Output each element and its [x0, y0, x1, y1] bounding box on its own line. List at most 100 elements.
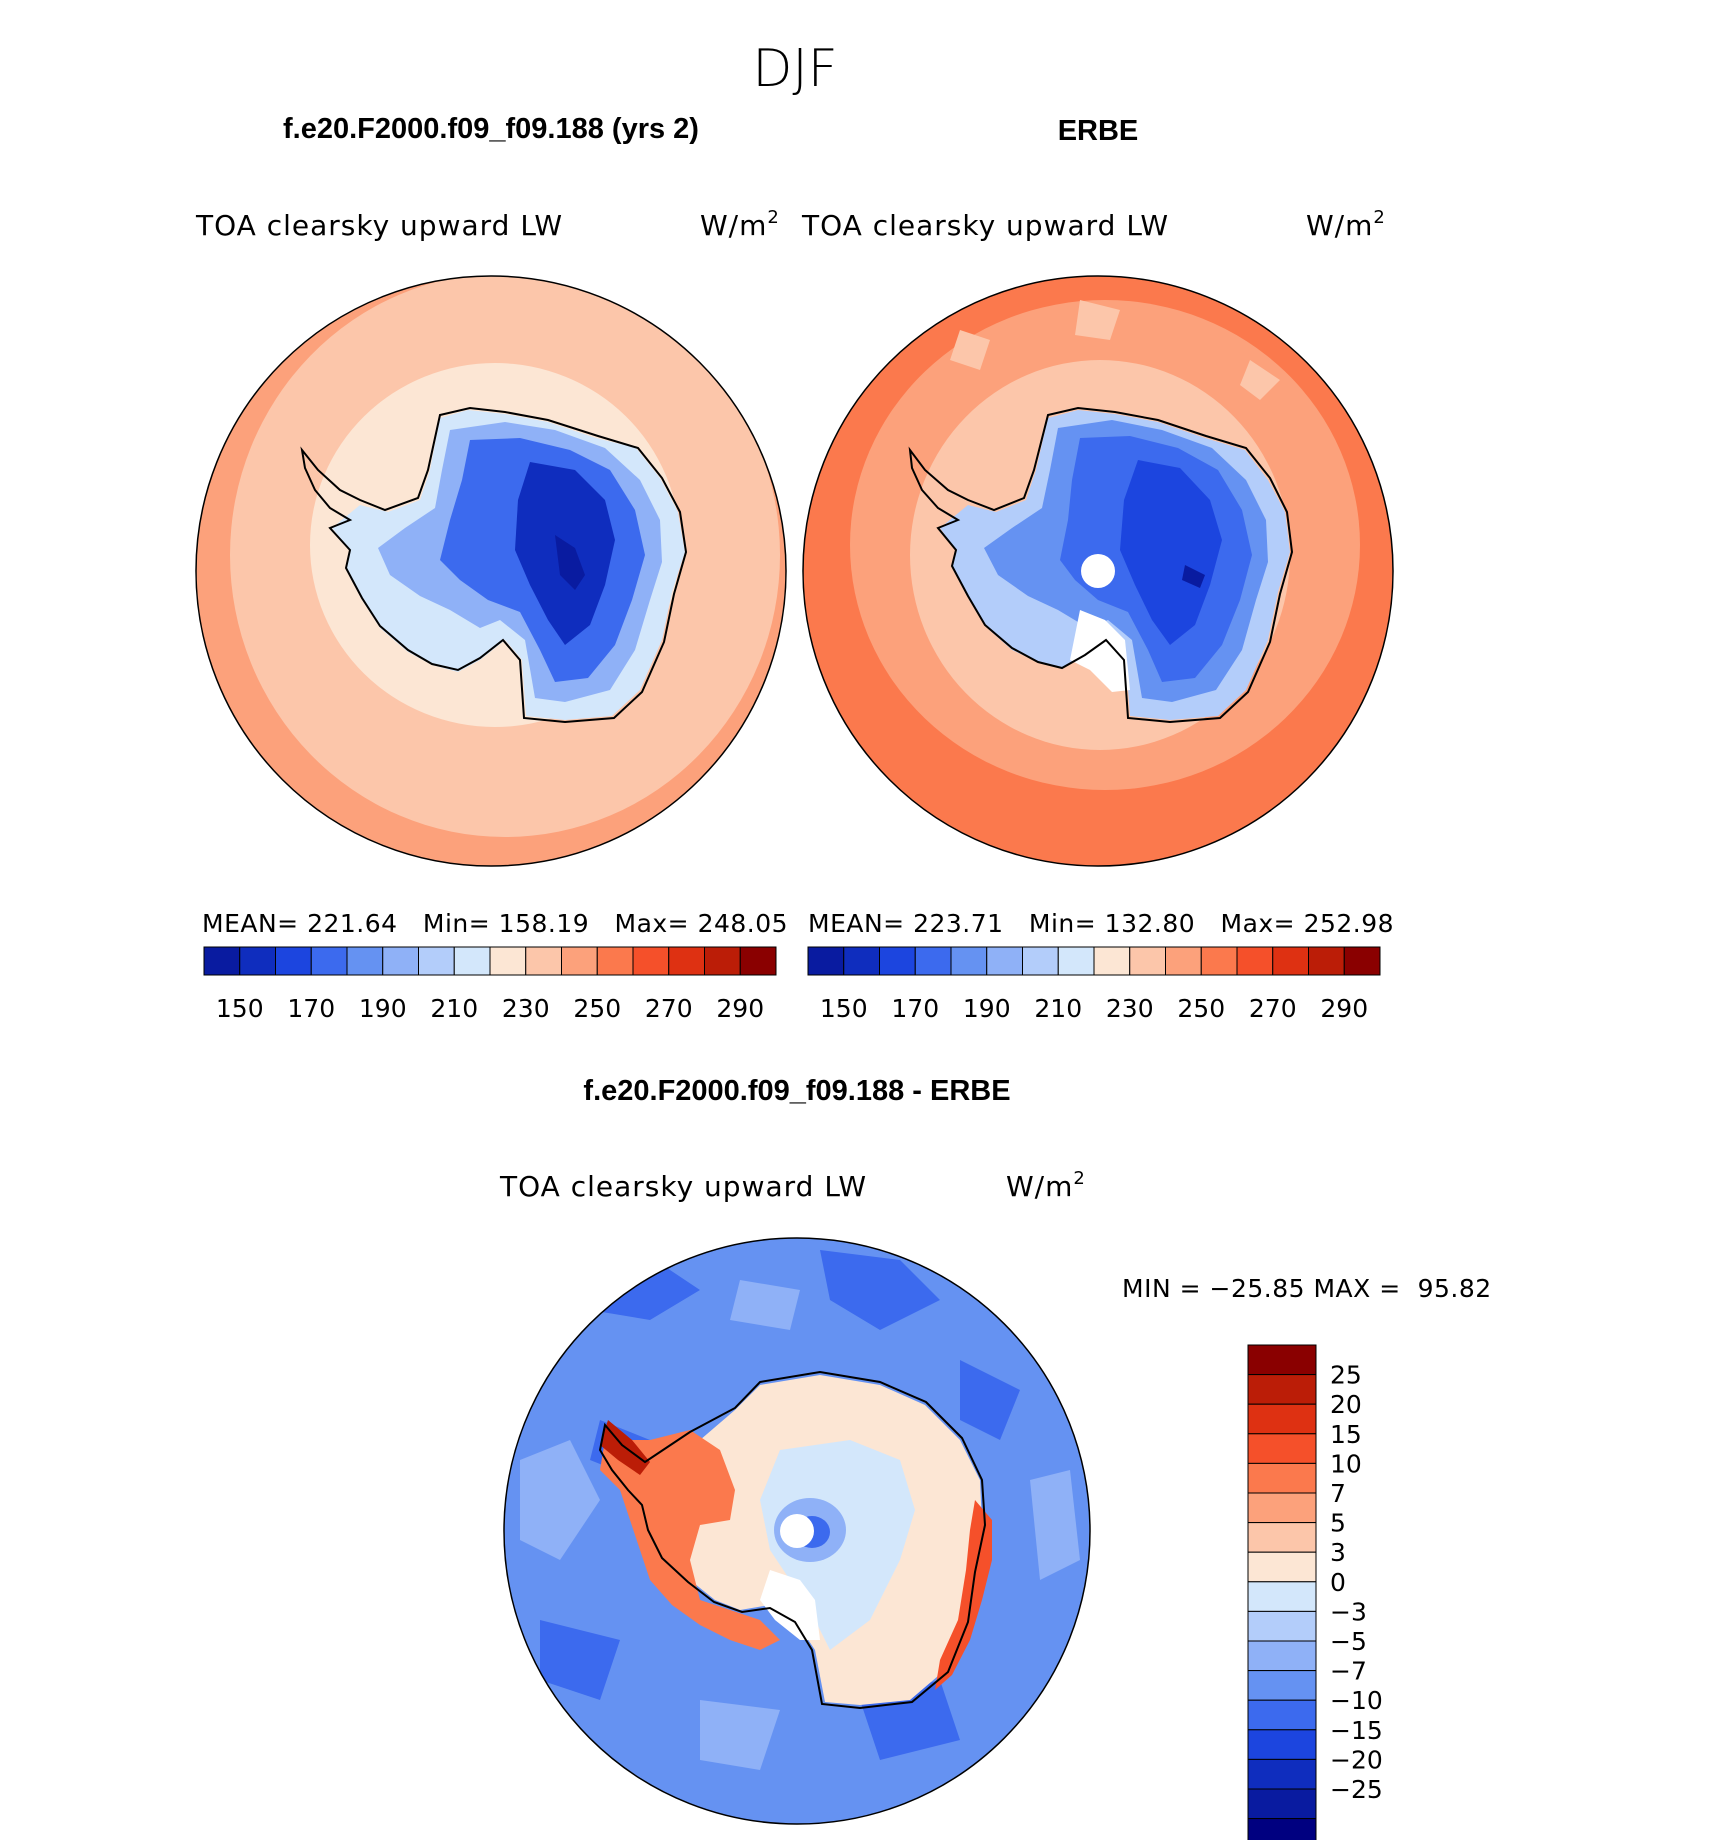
- panel-obs-colorbar-cell: [950, 946, 988, 976]
- panel-diff-colorbar-cell: [1247, 1758, 1317, 1790]
- panel-model-colorbar-tick-label: 290: [716, 994, 764, 1023]
- panel-obs-colorbar-cell: [986, 946, 1023, 976]
- panel-diff-colorbar-cell: [1247, 1581, 1317, 1612]
- panel-diff-colorbar-tick-label: −25: [1330, 1775, 1383, 1804]
- panel-model-units-base: W/m: [700, 209, 767, 242]
- panel-model-colorbar-tick-label: 230: [502, 994, 550, 1023]
- panel-model-interior-min: [555, 535, 585, 590]
- panel-diff-max: 95.82: [1418, 1274, 1492, 1303]
- panel-obs-colorbar-tick-label: 170: [891, 994, 939, 1023]
- panel-diff-colorbar-cell: [1247, 1433, 1317, 1464]
- panel-diff-variable: TOA clearsky upward LW: [499, 1170, 867, 1203]
- panel-diff-west-warm: [600, 1430, 780, 1650]
- panel-obs-colorbar-cell: [1129, 946, 1166, 976]
- panel-diff-colorbar-cell: [1247, 1670, 1317, 1701]
- panel-model-colorbar-tick-label: 170: [287, 994, 335, 1023]
- panel-diff-colorbar-tick-label: 7: [1330, 1479, 1346, 1508]
- panel-model-min-label: Min=: [423, 909, 490, 938]
- panel-diff-colorbar-tick-label: 20: [1330, 1390, 1362, 1419]
- panel-diff-boundary: [503, 1237, 1091, 1825]
- panel-obs-colorbar-tick-label: 230: [1106, 994, 1154, 1023]
- panel-diff-title: f.e20.F2000.f09_f09.188 - ERBE: [583, 1075, 1010, 1107]
- panel-diff-units-base: W/m: [1006, 1170, 1073, 1203]
- panel-obs-colorbar-cell: [843, 946, 880, 976]
- panel-diff-colorbar-tick-label: 0: [1330, 1568, 1346, 1597]
- panel-model-colorbar-cell: [668, 946, 705, 976]
- panel-diff-colorbar-cell: [1247, 1462, 1317, 1494]
- panel-obs-colorbar-tick-label: 290: [1320, 994, 1368, 1023]
- panel-obs-units-base: W/m: [1306, 209, 1373, 242]
- panel-model-colorbar-tick-label: 250: [573, 994, 621, 1023]
- panel-model-boundary: [195, 275, 787, 867]
- panel-model-colorbar-cell: [453, 946, 491, 976]
- panel-obs: ERBE TOA clearsky upward LW W/m2 MEAN= 2…: [801, 115, 1394, 1023]
- panel-obs-missing-sector: [1070, 610, 1130, 692]
- panel-obs-boundary: [802, 275, 1394, 867]
- panel-diff-max-label: MAX =: [1313, 1274, 1400, 1303]
- panel-obs-pole-hole: [1081, 554, 1115, 588]
- panel-obs-ocean-patches: [950, 300, 1280, 400]
- panel-model-stats: MEAN= 221.64 Min= 158.19 Max= 248.05: [202, 909, 788, 938]
- panel-obs-coastline: [908, 406, 1294, 724]
- panel-diff-colorbar-cell: [1247, 1699, 1317, 1731]
- panel-model-colorbar-cell: [382, 946, 419, 976]
- panel-diff-map: [504, 1238, 1090, 1824]
- panel-obs-colorbar-cell: [914, 946, 952, 976]
- panel-diff-colorbar-cell: [1247, 1640, 1317, 1672]
- panel-diff-colorbar-cell: [1247, 1522, 1317, 1553]
- panel-model-max: 248.05: [698, 909, 788, 938]
- panel-diff-colorbar-cell: [1247, 1729, 1317, 1760]
- panel-obs-units-exp: 2: [1373, 207, 1385, 228]
- panel-diff-missing-sector: [760, 1570, 820, 1640]
- panel-model-coastline: [300, 406, 688, 724]
- panel-obs-colorbar-cell: [1308, 946, 1345, 976]
- panel-obs-colorbar-tick-label: 210: [1034, 994, 1082, 1023]
- panel-model-colorbar: 150 170 190 210 230 250 270 290: [203, 946, 777, 1023]
- panel-diff-colorbar-tick-label: 15: [1330, 1420, 1362, 1449]
- panel-diff-units-exp: 2: [1073, 1168, 1085, 1189]
- panel-model-colorbar-tick-label: 270: [645, 994, 693, 1023]
- panel-model-colorbar-cell: [525, 946, 562, 976]
- panel-diff-colorbar-cell: [1247, 1818, 1317, 1840]
- panel-model-variable: TOA clearsky upward LW: [195, 209, 563, 242]
- panel-diff-min-label: MIN =: [1122, 1274, 1201, 1303]
- panel-model-mean: 221.64: [307, 909, 397, 938]
- panel-model-units: W/m2: [700, 207, 780, 242]
- panel-model-colorbar-cell: [704, 946, 741, 976]
- panel-obs-colorbar-cell: [1022, 946, 1059, 976]
- panel-obs-mean-label: MEAN=: [808, 909, 905, 938]
- panel-obs-colorbar-cell: [807, 946, 845, 976]
- panel-diff-colorbar-tick-label: −5: [1330, 1627, 1367, 1656]
- panel-diff-coastline: [598, 1370, 987, 1710]
- panel-model-colorbar-tick-label: 150: [216, 994, 264, 1023]
- panel-obs-max-label: Max=: [1221, 909, 1296, 938]
- panel-diff-colorbar-cell: [1247, 1374, 1317, 1405]
- panel-model-colorbar-tick-label: 210: [430, 994, 478, 1023]
- panel-obs-interior-min: [1182, 565, 1205, 588]
- panel-diff: f.e20.F2000.f09_f09.188 - ERBE TOA clear…: [499, 1075, 1492, 1840]
- panel-model-colorbar-cell: [561, 946, 598, 976]
- panel-obs-colorbar-cell: [1165, 946, 1202, 976]
- panel-obs-colorbar-cell: [1200, 946, 1238, 976]
- panel-model: f.e20.F2000.f09_f09.188 (yrs 2) TOA clea…: [195, 113, 788, 1023]
- panel-diff-colorbar-tick-label: 25: [1330, 1361, 1362, 1390]
- panel-model-colorbar-cell: [239, 946, 276, 976]
- panel-diff-colorbar-cell: [1247, 1344, 1317, 1376]
- panel-model-colorbar-cell: [632, 946, 670, 976]
- panel-obs-interior: [1120, 460, 1222, 645]
- panel-obs-mean: 223.71: [913, 909, 1003, 938]
- panel-model-units-exp: 2: [767, 207, 779, 228]
- panel-model-mean-label: MEAN=: [202, 909, 299, 938]
- panel-diff-colorbar-tick-label: −7: [1330, 1657, 1367, 1686]
- panel-obs-variable: TOA clearsky upward LW: [801, 209, 1169, 242]
- panel-obs-colorbar: 150 170 190 210 230 250 270 290: [807, 946, 1381, 1023]
- panel-diff-colorbar-tick-label: −20: [1330, 1745, 1383, 1774]
- panel-diff-colorbar-tick-label: −3: [1330, 1597, 1367, 1626]
- panel-model-map: [196, 276, 786, 866]
- panel-obs-colorbar-tick-label: 150: [820, 994, 868, 1023]
- panel-diff-colorbar-tick-label: −10: [1330, 1686, 1383, 1715]
- panel-diff-min: −25.85: [1210, 1274, 1306, 1303]
- panel-diff-colorbar-tick-label: 3: [1330, 1538, 1346, 1567]
